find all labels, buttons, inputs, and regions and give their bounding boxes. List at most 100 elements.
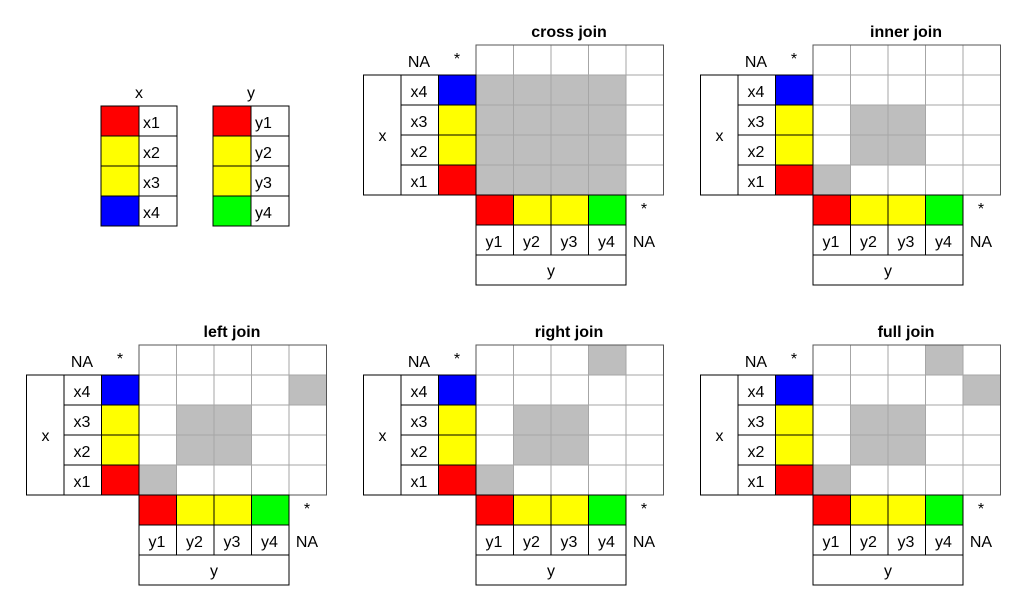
inner-y-axis-box — [812, 254, 964, 286]
right-x-label-x4: x4 — [411, 384, 428, 401]
right-y-swatch-y2 — [513, 494, 552, 526]
right-x-label-cell-x2 — [400, 434, 439, 466]
full-join-panel: full join NA * x4 x3 x2 x1 x y1 y2 y3 y4 * NA y — [700, 324, 1001, 586]
inner-join-panel: inner join NA * x4 x3 x2 x1 x y1 y2 y3 y4 * NA y — [700, 24, 1001, 286]
cross-match-cell-3 — [551, 75, 589, 105]
cross-join-panel: cross join NA * x4 x3 x2 x1 x y1 y2 y3 y4 * NA y — [363, 24, 664, 286]
left-y-label-y1: y1 — [149, 534, 166, 551]
legend-y-label-2: y2 — [255, 145, 272, 162]
left-y-label-cell-y4 — [251, 524, 290, 556]
inner-x-label-x4: x4 — [748, 84, 765, 101]
full-match-cell-1 — [925, 345, 963, 375]
left-y-label-y3: y3 — [224, 534, 241, 551]
legend-y-title: y — [247, 85, 255, 102]
inner-x-swatch-x1 — [775, 164, 814, 196]
inner-y-axis-label: y — [884, 263, 892, 280]
left-x-swatch-x1 — [101, 464, 140, 496]
legend-y-label-cell-4 — [250, 195, 290, 227]
inner-y-swatch-y1 — [812, 194, 851, 226]
cross-y-label-y2: y2 — [523, 234, 540, 251]
cross-x-swatch-x3 — [438, 104, 477, 136]
right-match-cell-5 — [551, 435, 589, 465]
full-x-label-cell-x2 — [737, 434, 776, 466]
full-x-label-x1: x1 — [748, 474, 765, 491]
legend-y-label-3: y3 — [255, 175, 272, 192]
right-y-label-y2: y2 — [523, 534, 540, 551]
legend-y-label-cell-2 — [250, 135, 290, 167]
left-match-cell-4 — [176, 435, 214, 465]
left-match-cell-5 — [214, 435, 252, 465]
left-x-axis-box — [26, 374, 65, 496]
left-y-swatch-y3 — [213, 494, 252, 526]
full-match-cell-3 — [850, 405, 888, 435]
left-x-label-cell-x4 — [63, 374, 102, 406]
full-y-swatch-y2 — [850, 494, 889, 526]
inner-y-swatch-y4 — [925, 194, 964, 226]
full-star-col-label: * — [978, 501, 984, 518]
cross-x-label-cell-x2 — [400, 134, 439, 166]
cross-x-swatch-x4 — [438, 74, 477, 106]
right-x-label-x1: x1 — [411, 474, 428, 491]
inner-y-label-y4: y4 — [935, 234, 952, 251]
inner-match-cell-5 — [813, 165, 851, 195]
full-y-label-cell-y1 — [812, 524, 851, 556]
legend-x-label-cell-1 — [138, 105, 178, 137]
right-na-col-label: NA — [633, 534, 656, 551]
cross-match-cell-8 — [588, 105, 626, 135]
inner-match-cell-2 — [888, 105, 926, 135]
cross-x-label-x4: x4 — [411, 84, 428, 101]
cross-star-col-label: * — [641, 201, 647, 218]
full-y-swatch-y4 — [925, 494, 964, 526]
left-match-cell-1 — [289, 375, 327, 405]
cross-y-label-y4: y4 — [598, 234, 615, 251]
cross-y-label-cell-y3 — [550, 224, 589, 256]
cross-match-cell-5 — [476, 105, 514, 135]
legend-x-swatch-1 — [100, 105, 140, 137]
legend-x: x x1 x2 x3 x4 — [100, 85, 178, 227]
cross-x-swatch-x2 — [438, 134, 477, 166]
cross-match-cell-1 — [476, 75, 514, 105]
inner-x-label-cell-x4 — [737, 74, 776, 106]
right-x-swatch-x3 — [438, 404, 477, 436]
cross-y-axis-box — [475, 254, 627, 286]
full-x-label-cell-x4 — [737, 374, 776, 406]
inner-na-row-label: NA — [745, 54, 768, 71]
right-y-label-y3: y3 — [561, 534, 578, 551]
right-x-swatch-x4 — [438, 374, 477, 406]
left-y-label-y4: y4 — [261, 534, 278, 551]
full-x-label-x4: x4 — [748, 384, 765, 401]
inner-y-swatch-y2 — [850, 194, 889, 226]
cross-x-label-x2: x2 — [411, 144, 428, 161]
left-join-panel: left join NA * x4 x3 x2 x1 x y1 y2 y3 y4 * NA y — [26, 324, 327, 586]
left-y-swatch-y4 — [251, 494, 290, 526]
right-na-row-label: NA — [408, 354, 431, 371]
cross-match-cell-9 — [476, 135, 514, 165]
right-join-title: right join — [535, 324, 603, 341]
full-x-label-x2: x2 — [748, 444, 765, 461]
left-x-swatch-x2 — [101, 434, 140, 466]
left-x-label-x1: x1 — [74, 474, 91, 491]
left-x-swatch-x3 — [101, 404, 140, 436]
legend-y-swatch-2 — [212, 135, 252, 167]
left-y-label-y2: y2 — [186, 534, 203, 551]
left-star-row-label: * — [117, 351, 123, 368]
cross-x-label-x3: x3 — [411, 114, 428, 131]
cross-match-cell-16 — [588, 165, 626, 195]
legend-x-title: x — [135, 85, 143, 102]
inner-match-cell-3 — [850, 135, 888, 165]
inner-x-label-x1: x1 — [748, 174, 765, 191]
right-x-swatch-x2 — [438, 434, 477, 466]
right-y-label-cell-y2 — [513, 524, 552, 556]
inner-star-col-label: * — [978, 201, 984, 218]
right-y-label-cell-y4 — [588, 524, 627, 556]
inner-y-label-y1: y1 — [823, 234, 840, 251]
inner-x-label-x3: x3 — [748, 114, 765, 131]
full-y-label-y1: y1 — [823, 534, 840, 551]
full-x-label-x3: x3 — [748, 414, 765, 431]
inner-x-axis-box — [700, 74, 739, 196]
cross-match-cell-2 — [513, 75, 551, 105]
full-match-cell-5 — [850, 435, 888, 465]
right-star-col-label: * — [641, 501, 647, 518]
left-join-title: left join — [204, 324, 261, 341]
legend-x-label-cell-2 — [138, 135, 178, 167]
